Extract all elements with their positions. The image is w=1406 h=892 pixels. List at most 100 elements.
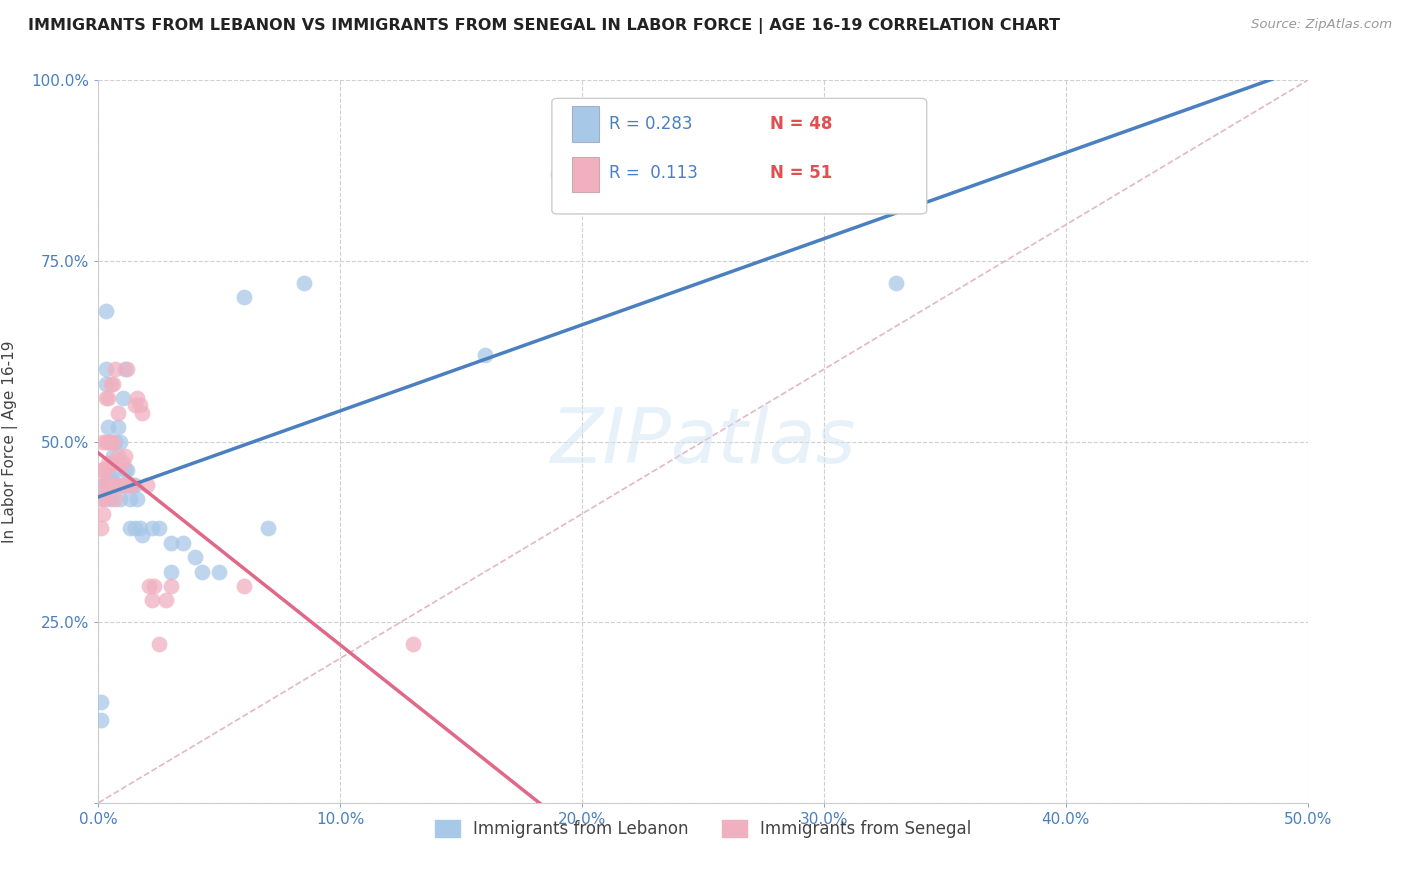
Point — [886, 276, 908, 290]
Point — [90, 695, 112, 709]
Point — [148, 521, 170, 535]
Point — [94, 304, 117, 318]
Point — [94, 362, 117, 376]
Point — [127, 391, 149, 405]
Point — [101, 456, 124, 470]
Point — [148, 637, 170, 651]
Point — [91, 492, 114, 507]
Point — [90, 463, 112, 477]
Point — [100, 376, 122, 391]
Point — [191, 565, 214, 579]
Point — [155, 593, 177, 607]
Point — [143, 579, 166, 593]
Point — [127, 492, 149, 507]
Point — [91, 434, 114, 449]
Point — [124, 398, 146, 412]
Point — [108, 492, 131, 507]
Point — [135, 478, 157, 492]
Point — [111, 478, 134, 492]
Point — [90, 492, 112, 507]
Point — [547, 167, 569, 181]
Point — [138, 579, 160, 593]
Point — [160, 565, 183, 579]
Point — [114, 362, 136, 376]
Point — [100, 456, 122, 470]
Point — [90, 713, 112, 727]
Point — [114, 449, 136, 463]
Point — [124, 521, 146, 535]
Point — [97, 470, 120, 484]
Point — [101, 376, 124, 391]
Point — [100, 492, 122, 507]
Point — [114, 463, 136, 477]
Point — [292, 276, 315, 290]
Point — [117, 463, 139, 477]
Point — [100, 434, 122, 449]
FancyBboxPatch shape — [551, 98, 927, 214]
Point — [104, 463, 127, 477]
Point — [97, 391, 120, 405]
Point — [108, 434, 131, 449]
Point — [107, 478, 129, 492]
Point — [97, 420, 120, 434]
Point — [232, 579, 254, 593]
Point — [107, 478, 129, 492]
Point — [100, 478, 122, 492]
Point — [101, 478, 124, 492]
FancyBboxPatch shape — [572, 106, 599, 142]
Point — [107, 406, 129, 420]
Point — [124, 478, 146, 492]
Point — [121, 478, 143, 492]
Point — [160, 579, 183, 593]
Point — [94, 376, 117, 391]
Point — [117, 362, 139, 376]
Point — [111, 391, 134, 405]
Text: ZIPatlas: ZIPatlas — [550, 405, 856, 478]
Point — [94, 434, 117, 449]
Y-axis label: In Labor Force | Age 16-19: In Labor Force | Age 16-19 — [1, 340, 17, 543]
Point — [118, 521, 141, 535]
Point — [141, 593, 163, 607]
Point — [107, 420, 129, 434]
Point — [232, 290, 254, 304]
Text: N = 51: N = 51 — [769, 164, 832, 182]
Point — [121, 478, 143, 492]
Point — [97, 478, 120, 492]
Point — [90, 521, 112, 535]
Point — [172, 535, 194, 549]
Point — [91, 478, 114, 492]
Text: N = 48: N = 48 — [769, 115, 832, 133]
Point — [474, 348, 496, 362]
Point — [91, 507, 114, 521]
Point — [402, 637, 425, 651]
Point — [108, 456, 131, 470]
Point — [128, 521, 150, 535]
Point — [94, 391, 117, 405]
Point — [91, 478, 114, 492]
Point — [97, 456, 120, 470]
Point — [128, 398, 150, 412]
Text: R = 0.283: R = 0.283 — [609, 115, 692, 133]
Point — [91, 463, 114, 477]
Point — [104, 362, 127, 376]
Point — [108, 478, 131, 492]
Point — [104, 492, 127, 507]
Point — [97, 434, 120, 449]
Legend: Immigrants from Lebanon, Immigrants from Senegal: Immigrants from Lebanon, Immigrants from… — [427, 814, 979, 845]
Point — [208, 565, 231, 579]
Point — [94, 492, 117, 507]
Point — [184, 550, 207, 565]
Point — [94, 463, 117, 477]
Point — [100, 434, 122, 449]
Text: IMMIGRANTS FROM LEBANON VS IMMIGRANTS FROM SENEGAL IN LABOR FORCE | AGE 16-19 CO: IMMIGRANTS FROM LEBANON VS IMMIGRANTS FR… — [28, 18, 1060, 34]
Point — [111, 456, 134, 470]
Point — [141, 521, 163, 535]
Point — [114, 478, 136, 492]
Point — [118, 478, 141, 492]
Point — [256, 521, 278, 535]
Point — [101, 434, 124, 449]
Text: R =  0.113: R = 0.113 — [609, 164, 697, 182]
Point — [131, 528, 153, 542]
Point — [117, 478, 139, 492]
Point — [101, 478, 124, 492]
